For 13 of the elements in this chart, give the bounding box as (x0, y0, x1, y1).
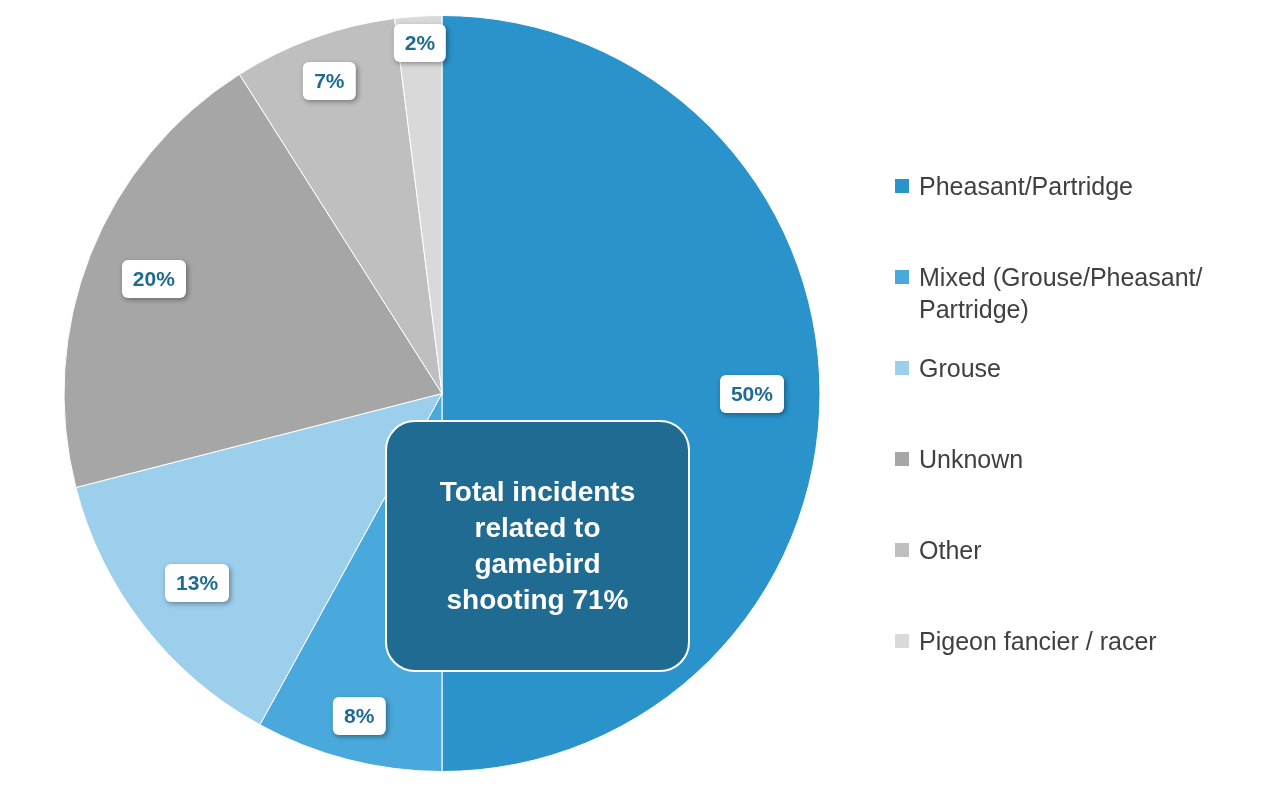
legend-label: Other (919, 535, 982, 566)
legend-label: Pheasant/Partridge (919, 171, 1134, 202)
legend-label: Grouse (919, 353, 1001, 384)
legend-label: Mixed (Grouse/Pheasant/ Partridge) (919, 262, 1204, 325)
data-label: 20% (121, 260, 186, 299)
data-label: 8% (333, 696, 386, 735)
data-label: 13% (165, 564, 230, 603)
data-label: 2% (393, 23, 447, 62)
text: Total incidents related to gamebird shooting 71% (385, 420, 690, 672)
legend-label: Pigeon fancier / racer (919, 626, 1157, 657)
data-label: 7% (303, 61, 356, 100)
data-label: 50% (719, 374, 784, 413)
legend-label: Unknown (919, 444, 1024, 475)
